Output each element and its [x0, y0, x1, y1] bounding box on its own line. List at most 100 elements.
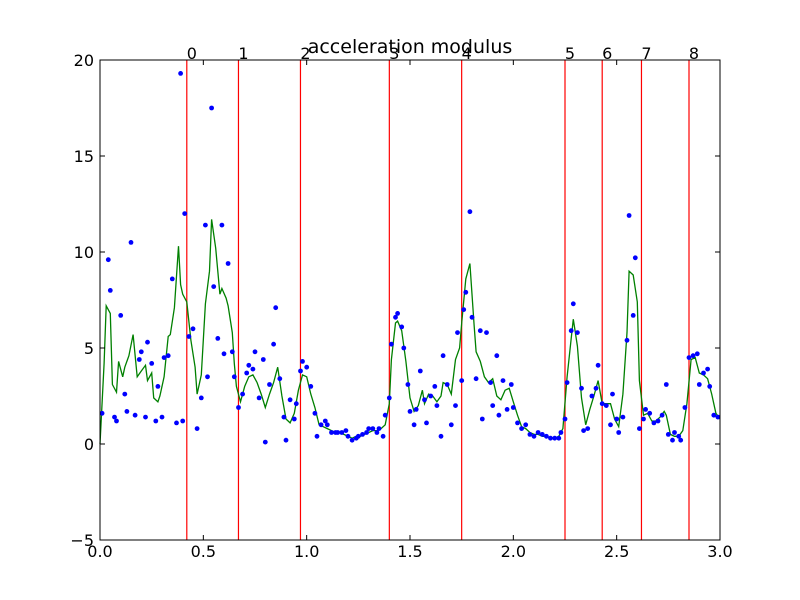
data-point [399, 324, 405, 330]
data-point [632, 255, 638, 261]
data-point [552, 435, 558, 441]
data-point [665, 432, 671, 437]
data-point [411, 422, 417, 428]
data-point [444, 382, 450, 387]
data-point [345, 433, 351, 439]
data-point [114, 418, 119, 424]
data-point [616, 430, 622, 435]
y-tick-label: 0 [84, 435, 94, 454]
data-point [128, 240, 134, 245]
data-point [531, 433, 537, 439]
data-point [696, 382, 702, 387]
data-point [651, 420, 657, 426]
data-point [599, 401, 605, 407]
data-point [304, 364, 310, 370]
data-point [585, 426, 591, 431]
data-point [544, 433, 549, 439]
data-point [461, 307, 467, 312]
data-point [570, 301, 576, 307]
data-point [136, 357, 142, 362]
data-point [672, 430, 677, 435]
data-point [432, 384, 438, 389]
data-point [626, 213, 632, 218]
data-point [124, 409, 130, 414]
event-marker-label: 5 [565, 44, 575, 63]
data-point [405, 382, 411, 387]
y-tick-label: 5 [84, 339, 94, 358]
data-point [231, 374, 237, 380]
data-point [211, 284, 217, 289]
data-point [535, 430, 541, 435]
data-point [508, 382, 514, 387]
data-point [190, 326, 196, 332]
data-point [366, 426, 372, 431]
data-point [496, 412, 502, 418]
data-point [219, 222, 225, 228]
data-point [281, 414, 287, 420]
data-point [676, 433, 682, 439]
data-point [343, 428, 349, 433]
data-point [169, 276, 175, 282]
data-point [145, 339, 150, 345]
x-tick-label: 3.0 [707, 542, 732, 561]
data-point [556, 435, 562, 441]
data-point [422, 397, 427, 403]
data-point [581, 428, 586, 433]
axis-ticks: 0.0 0.5 1.0 1.5 2.0 2.5 3.0 −5 0 5 10 15 20 [70, 51, 732, 561]
data-point [610, 391, 615, 397]
data-point [595, 362, 601, 368]
data-point [256, 395, 262, 401]
data-point [548, 435, 553, 441]
data-point [250, 366, 256, 372]
event-marker-label: 8 [689, 44, 699, 63]
data-point [707, 384, 713, 389]
data-point [670, 437, 675, 443]
data-point [510, 405, 516, 410]
data-point [490, 403, 496, 408]
data-point [395, 311, 400, 316]
data-point [143, 414, 148, 420]
x-tick-label: 0.5 [191, 542, 216, 561]
event-marker-label: 7 [641, 44, 651, 63]
data-point [118, 313, 124, 318]
data-point [262, 439, 268, 445]
data-point [428, 393, 434, 399]
data-point [440, 353, 446, 359]
data-point [155, 384, 161, 389]
data-point [225, 261, 231, 266]
y-tick-label: 10 [74, 243, 94, 262]
data-point [273, 305, 279, 311]
y-tick-label: −5 [70, 531, 94, 550]
data-point [523, 422, 529, 428]
event-marker-label: 3 [389, 44, 399, 63]
y-tick-label: 15 [74, 147, 94, 166]
data-point [203, 222, 208, 228]
data-point [339, 430, 345, 435]
data-point [579, 385, 584, 391]
data-point [564, 380, 570, 385]
data-point [322, 418, 328, 424]
data-point [663, 382, 669, 387]
data-point [300, 359, 305, 364]
data-point [682, 405, 688, 410]
data-point [620, 414, 626, 420]
data-point [659, 412, 665, 418]
data-point [205, 374, 210, 380]
data-point [252, 349, 258, 355]
data-point [99, 410, 105, 416]
data-point [240, 391, 246, 397]
data-point [318, 422, 324, 428]
data-point [174, 420, 179, 426]
data-point [575, 330, 580, 335]
data-point [221, 351, 227, 357]
data-point [519, 426, 524, 431]
data-point [705, 366, 710, 372]
data-point [308, 384, 314, 389]
data-point [678, 437, 684, 443]
data-point [209, 105, 215, 111]
data-point [283, 437, 289, 443]
data-point [500, 378, 506, 383]
data-point [182, 211, 188, 217]
data-point [287, 397, 293, 403]
